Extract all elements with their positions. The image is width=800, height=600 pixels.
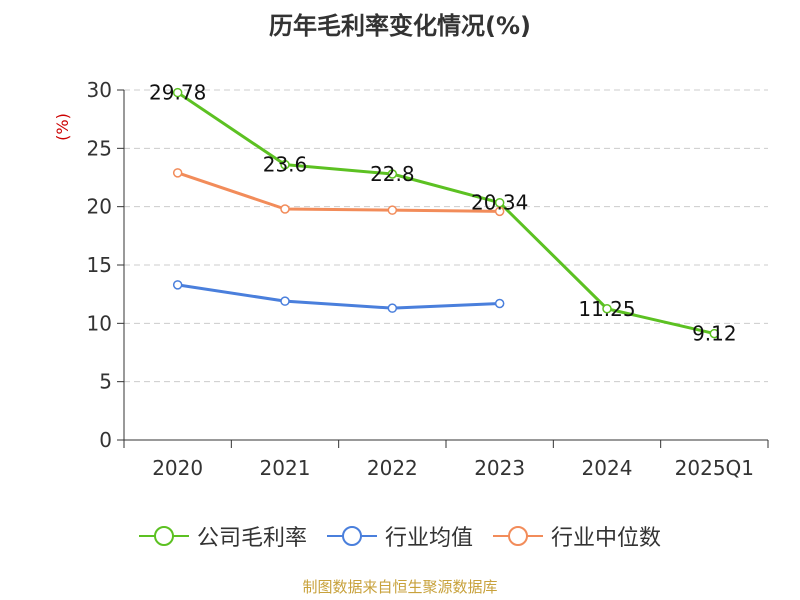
series-line-2: [177, 171, 500, 213]
legend-marker-industry-average-icon: [326, 526, 377, 546]
data-label-2025Q1: 9.12: [692, 322, 737, 346]
data-label-2021: 23.6: [263, 153, 308, 177]
series-0-point-2024: [602, 304, 612, 314]
x-tick-label-2025Q1: 2025Q1: [675, 456, 754, 480]
series-2-point-2021: [280, 204, 290, 214]
data-label-2020: 29.78: [149, 81, 206, 105]
series-1-point-2020: [172, 280, 183, 290]
series-0-point-2022: [387, 169, 398, 179]
series-1-point-2023: [494, 298, 505, 309]
y-tick-label-20: 20: [87, 195, 112, 219]
x-tick-label-2024: 2024: [582, 456, 633, 480]
data-label-2023: 20.34: [471, 191, 528, 215]
series-0-point-2025Q1: [709, 328, 720, 339]
x-tick-label-2021: 2021: [260, 456, 311, 480]
source-note: 制图数据来自恒生聚源数据库: [302, 578, 498, 596]
legend-marker-industry-median-icon: [493, 526, 543, 546]
series-2-point-2023: [494, 206, 505, 217]
legend-label-industry-median: 行业中位数: [551, 526, 662, 551]
chart-title: 历年毛利率变化情况(%): [269, 12, 531, 40]
y-axis-label: (%): [53, 113, 72, 141]
legend-marker-company-icon: [138, 526, 189, 546]
legend-item-industry-median[interactable]: 行业中位数: [493, 520, 661, 552]
series-2-point-2020: [172, 168, 183, 178]
x-tick-label-2020: 2020: [152, 456, 203, 480]
data-label-2024: 11.25: [578, 297, 635, 321]
series-line-1: [177, 283, 500, 310]
y-tick-label-0: 0: [99, 428, 112, 452]
y-tick-label-5: 5: [99, 370, 112, 394]
legend-label-industry-average: 行业均值: [384, 526, 473, 551]
y-tick-label-15: 15: [87, 253, 112, 277]
series-2-point-2022: [387, 205, 398, 215]
x-tick-label-2022: 2022: [367, 456, 418, 480]
legend-item-industry-average[interactable]: 行业均值: [326, 520, 473, 552]
y-tick-label-30: 30: [87, 78, 112, 102]
legend-item-company[interactable]: 公司毛利率: [138, 520, 307, 552]
series-0-point-2021: [280, 159, 290, 170]
data-label-2022: 22.8: [370, 162, 415, 186]
y-tick-label-10: 10: [87, 311, 112, 335]
chart-legend: 公司毛利率 行业均值 行业中位数: [0, 518, 800, 554]
line-chart: 0 5 10 15 20 25 30 2020 2021 2022 2023 2024 2025Q1 (%…: [53, 78, 769, 480]
y-tick-label-25: 25: [87, 136, 112, 160]
series-1-point-2021: [280, 296, 290, 306]
series-0-point-2020: [172, 87, 183, 98]
series-1-point-2022: [387, 303, 398, 313]
legend-label-company: 公司毛利率: [196, 526, 307, 551]
series-line-0: [176, 91, 715, 336]
x-tick-label-2023: 2023: [474, 456, 525, 480]
